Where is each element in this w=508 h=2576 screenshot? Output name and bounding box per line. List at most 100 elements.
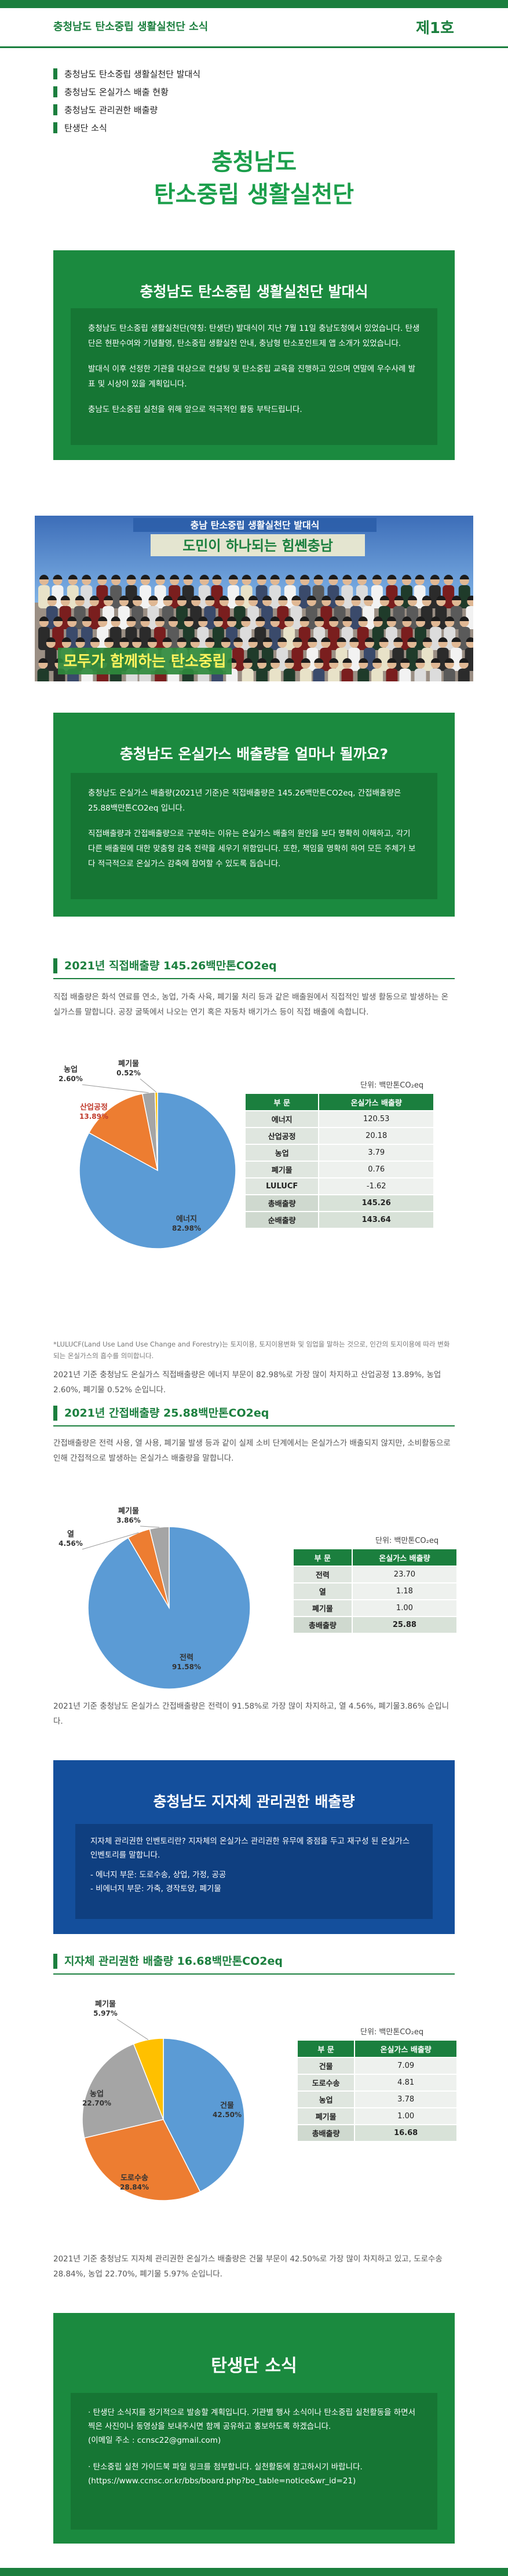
person-figure: [38, 658, 48, 663]
person-figure: [233, 637, 243, 642]
person-figure: [39, 575, 49, 579]
pie-label: 전력: [180, 1653, 193, 1662]
person-figure: [321, 637, 331, 642]
person-figure: [60, 596, 70, 600]
indirect-unit: 단위: 백만톤CO₂eq: [375, 1537, 439, 1545]
pie-value-label: 4.56%: [59, 1539, 83, 1548]
person-figure: [399, 669, 411, 681]
person-figure: [67, 616, 77, 621]
toc-item[interactable]: 충청남도 탄소중립 생활실천단 발대식: [53, 65, 459, 83]
person-figure: [321, 596, 331, 600]
person-figure: [445, 616, 455, 621]
person-figure: [243, 658, 253, 663]
person-figure: [291, 648, 304, 671]
person-figure: [284, 658, 294, 663]
toc-item[interactable]: 충청남도 관리권한 배출량: [53, 101, 459, 119]
person-figure: [422, 637, 432, 642]
sector-cell: LULUCF: [244, 1177, 320, 1195]
header-divider: [0, 46, 508, 48]
person-figure: [155, 575, 165, 579]
person-figure: [147, 637, 157, 642]
photo-banner-top: 충남 탄소중립 생활실천단 발대식: [191, 520, 320, 531]
person-figure: [228, 575, 238, 579]
person-figure: [393, 637, 403, 642]
toc-item[interactable]: 탄생단 소식: [53, 119, 459, 137]
table-row: 농업 3.79: [244, 1144, 434, 1162]
person-figure: [407, 637, 417, 642]
person-figure: [335, 596, 345, 600]
sector-cell: 도로수송: [296, 2074, 356, 2092]
emission-title: 충청남도 온실가스 배출량을 얼마나 될까요?: [119, 746, 389, 762]
person-figure: [299, 669, 312, 681]
sector-cell: 건물: [296, 2057, 356, 2075]
person-figure: [205, 637, 215, 642]
person-figure: [270, 616, 280, 621]
value-cell: 143.64: [318, 1211, 434, 1229]
person-figure: [444, 575, 454, 579]
person-figure: [205, 596, 215, 600]
person-figure: [313, 575, 323, 579]
table-header-cell: 온실가스 배출량: [318, 1093, 434, 1111]
person-figure: [257, 575, 266, 579]
pie-slice-폐기물: [154, 1092, 158, 1171]
table-row: 농업 3.78: [296, 2090, 458, 2108]
table-header-cell: 부 문: [293, 1548, 353, 1567]
person-figure: [82, 575, 92, 579]
person-figure: [415, 575, 425, 579]
direct-unit: 단위: 백만톤CO₂eq: [360, 1081, 424, 1090]
contact-email[interactable]: (이메일 주소 : ccnsc22@gmail.com): [88, 2436, 221, 2445]
sector-cell: 산업공정: [244, 1127, 320, 1145]
sector-cell: 에너지: [244, 1110, 320, 1128]
pie-label: 폐기물: [118, 1060, 139, 1068]
person-figure: [190, 637, 200, 642]
person-figure: [328, 669, 340, 681]
pie-slice-폐기물: [149, 1526, 170, 1608]
person-figure: [458, 669, 470, 681]
table-row: 도로수송 4.81: [296, 2074, 458, 2092]
toc-item[interactable]: 충청남도 온실가스 배출 현황: [53, 83, 459, 101]
person-figure: [371, 669, 383, 681]
person-figure: [262, 596, 272, 600]
value-cell: 3.79: [318, 1144, 434, 1162]
person-figure: [358, 616, 368, 621]
person-figure: [372, 575, 382, 579]
person-figure: [430, 669, 442, 681]
person-figure: [227, 616, 237, 621]
news-section: 탄생단 소식 · 탄생단 소식지를 정기적으로 발송할 계획입니다. 기관별 행…: [53, 2313, 455, 2544]
pie-label: 농업: [90, 2090, 104, 2099]
person-figure: [342, 658, 352, 663]
value-cell: 0.76: [318, 1161, 434, 1178]
person-figure: [443, 669, 455, 681]
person-figure: [235, 596, 244, 600]
sector-cell: 폐기물: [293, 1599, 353, 1617]
person-figure: [255, 616, 265, 621]
person-figure: [46, 637, 56, 642]
value-cell: 145.26: [318, 1194, 434, 1212]
top-accent-bar: [0, 0, 508, 8]
guidebook-link[interactable]: (https://www.ccnsc.or.kr/bbs/board.php?b…: [88, 2476, 356, 2486]
person-figure: [269, 627, 281, 650]
table-row: 폐기물 0.76: [244, 1161, 434, 1178]
value-cell: 7.09: [354, 2057, 458, 2075]
person-figure: [126, 575, 136, 579]
table-header-cell: 온실가스 배출량: [351, 1548, 458, 1567]
sector-cell: 열: [293, 1582, 353, 1600]
person-figure: [467, 596, 473, 600]
person-figure: [269, 669, 282, 681]
pie-label: 산업공정: [80, 1103, 108, 1112]
value-cell: 3.78: [354, 2090, 458, 2108]
pie-value-label: 82.98%: [172, 1224, 201, 1232]
news-title: 탄생단 소식: [211, 2356, 297, 2376]
pie-value-label: 22.70%: [82, 2099, 111, 2107]
table-row: 산업공정 20.18: [244, 1127, 434, 1145]
person-figure: [140, 616, 150, 621]
person-figure: [393, 606, 405, 629]
person-figure: [212, 575, 222, 579]
pie-label: 열: [67, 1530, 74, 1539]
leader-line: [140, 1078, 157, 1093]
person-figure: [110, 585, 122, 608]
person-figure: [198, 616, 208, 621]
person-figure: [75, 596, 85, 600]
person-figure: [242, 575, 251, 579]
person-figure: [337, 637, 346, 642]
